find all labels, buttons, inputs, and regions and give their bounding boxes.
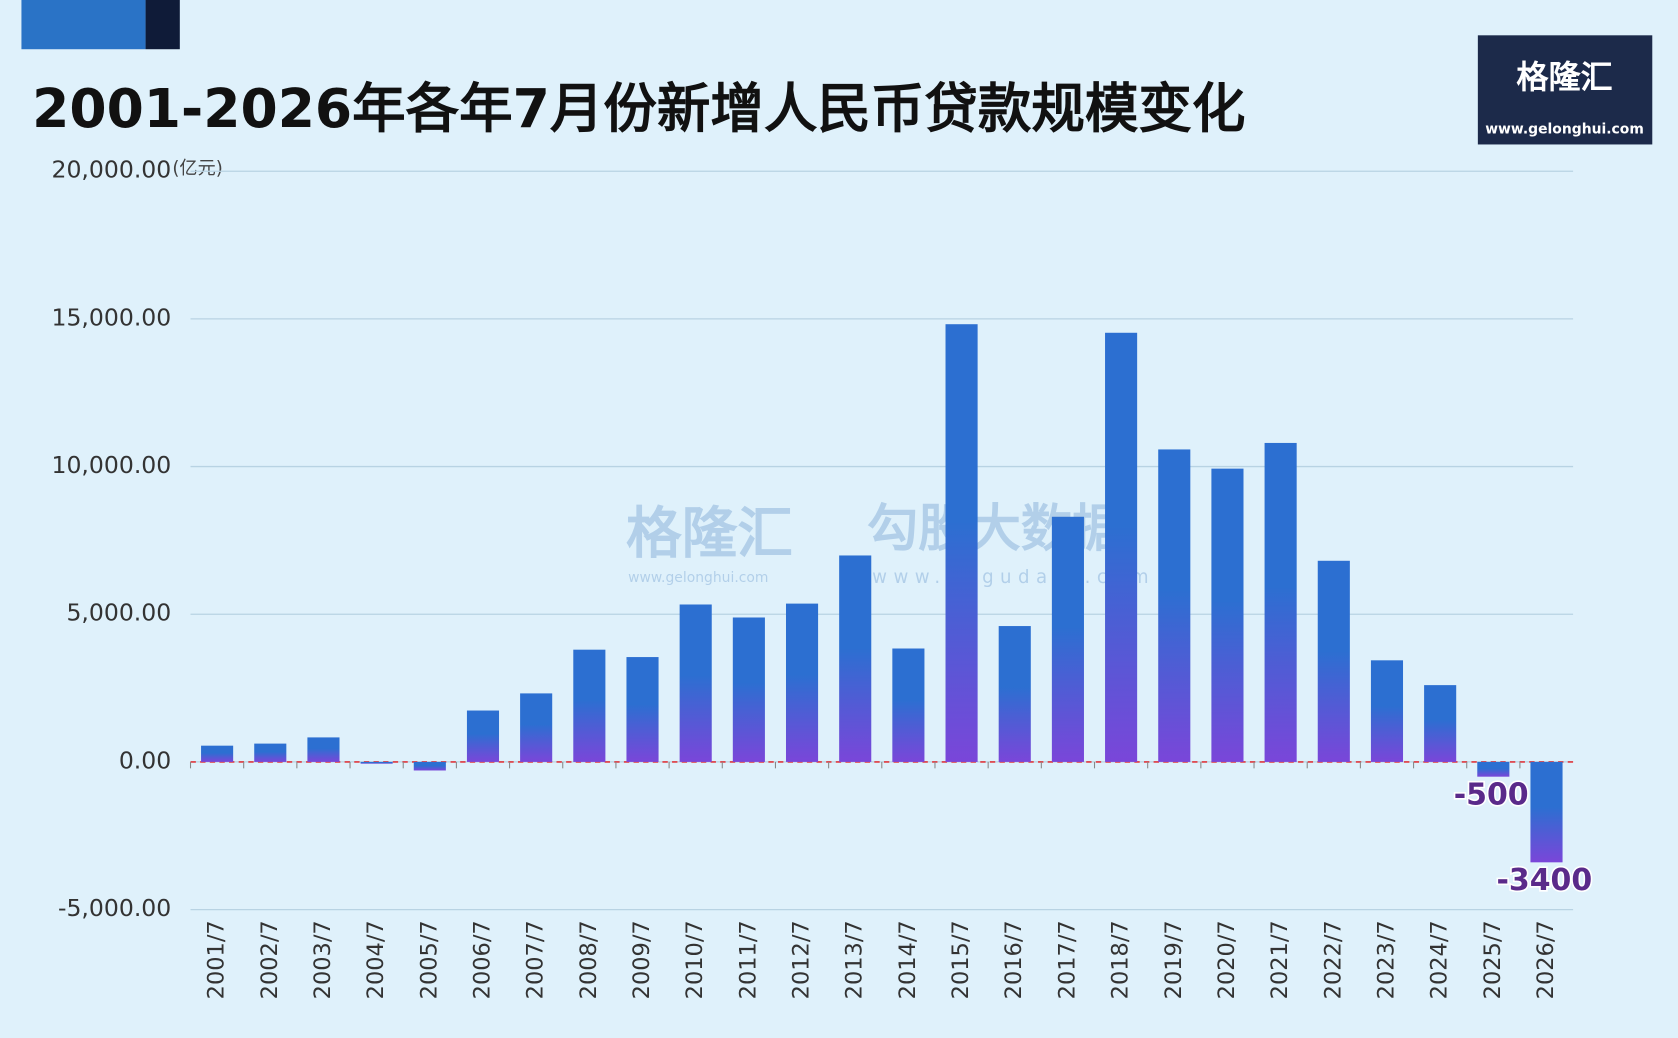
x-tick-label: 2012/7 [789,920,815,999]
bar [732,617,765,762]
decor [145,0,180,50]
bar [785,603,819,762]
x-tick-label: 2024/7 [1427,920,1453,999]
logo: 格隆汇 www.gelonghui.com [1477,35,1653,145]
logo-url: www.gelonghui.com [1485,121,1644,137]
y-tick-label: 20,000.00 [51,156,171,184]
bar [1477,761,1510,777]
y-tick-label: 10,000.00 [51,451,171,479]
bar [839,555,872,762]
bar [626,657,659,762]
x-tick-label: 2008/7 [576,920,602,999]
x-tick-label: 2001/7 [204,920,230,999]
bar [573,649,606,762]
x-tick-label: 2026/7 [1533,920,1559,999]
bar [1211,468,1244,762]
bar [1264,442,1297,762]
x-tick-label: 2015/7 [948,920,974,999]
x-tick-label: 2014/7 [895,920,921,999]
y-tick-label: 15,000.00 [51,303,171,331]
logo-box [1477,35,1653,145]
y-tick-label: 5,000.00 [66,599,171,627]
bar [466,710,500,762]
bar [998,626,1031,762]
x-tick-label: 2009/7 [629,920,655,999]
data-label: -500 [1454,777,1529,812]
x-tick-label: 2019/7 [1161,920,1187,999]
x-tick-label: 2004/7 [363,920,389,999]
x-tick-label: 2016/7 [1001,920,1027,999]
bar [307,737,340,762]
bar [1424,685,1457,762]
watermark-text: www.gelonghui.com [628,570,768,586]
decor [21,0,146,50]
x-tick-label: 2003/7 [310,920,336,999]
x-tick-label: 2022/7 [1320,920,1346,999]
watermark-text: 勾股大数据 [867,499,1124,559]
plot: -5,000.00 0.00 5,000.00 10,000.00 15,000.00 2… [51,156,1593,1000]
y-tick-label: 0.00 [119,746,171,774]
bar [413,761,446,771]
x-tick-label: 2018/7 [1108,920,1134,999]
bar [1317,560,1350,762]
bar [1370,660,1404,762]
bar [254,743,287,762]
chart-title: 2001-2026年各年7月份新增人民币贷款规模变化 [32,77,1245,140]
bar [1105,332,1138,762]
bar [1158,449,1191,762]
bar [201,745,234,762]
bar [360,761,393,764]
x-tick-label: 2011/7 [735,920,761,999]
bar [1530,761,1563,863]
bar [520,693,553,762]
x-tick-label: 2005/7 [416,920,442,999]
bar [1051,516,1084,762]
logo-name: 格隆汇 [1516,58,1612,96]
watermark-text: 格隆汇 [626,501,793,566]
bar [892,648,925,762]
x-tick-label: 2021/7 [1267,920,1293,999]
x-tick-label: 2020/7 [1214,920,1240,999]
x-tick-label: 2017/7 [1054,920,1080,999]
data-label: -3400 [1496,863,1592,898]
x-tick-label: 2010/7 [682,920,708,999]
y-tick-label: -5,000.00 [58,894,171,922]
bar [945,324,978,762]
x-tick-label: 2013/7 [842,920,868,999]
x-tick-label: 2006/7 [469,920,495,999]
x-tick-label: 2007/7 [523,920,549,999]
x-tick-label: 2023/7 [1373,920,1399,999]
x-tick-label: 2002/7 [257,920,283,999]
bar [679,604,712,762]
x-tick-label: 2025/7 [1480,920,1506,999]
y-unit: (亿元) [172,158,223,179]
